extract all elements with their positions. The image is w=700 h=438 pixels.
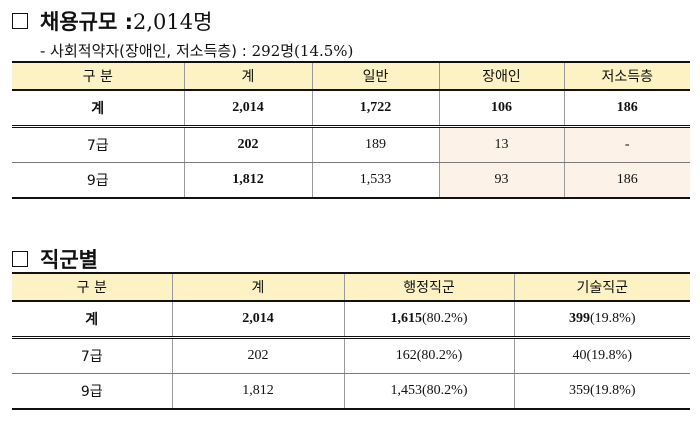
cell-percent: (19.8%) — [590, 383, 636, 398]
cell-administrative: 162(80.2%) — [343, 337, 515, 374]
cell-disabled: 106 — [438, 90, 565, 128]
cell-number: 1,615 — [390, 311, 423, 326]
header-total: 계 — [171, 272, 345, 302]
cell-total: 2,014 — [171, 301, 345, 339]
table-row: 계 2,014 1,722 106 186 — [12, 90, 690, 128]
cell-number: 162 — [395, 348, 417, 363]
table-row: 7급 202 162(80.2%) 40(19.8%) — [12, 337, 690, 374]
section-heading-hiring-scale: 채용규모 : 2,014명 — [12, 6, 212, 36]
cell-total: 2,014 — [183, 90, 313, 128]
table-row: 7급 202 189 13 - — [12, 126, 690, 163]
header-technical: 기술직군 — [513, 272, 690, 302]
row-label: 9급 — [12, 162, 185, 199]
row-label: 계 — [12, 301, 173, 339]
section-title: 채용규모 : — [40, 10, 133, 34]
cell-administrative: 1,453(80.2%) — [343, 373, 515, 410]
cell-low-income: - — [563, 126, 690, 163]
cell-disabled: 93 — [438, 162, 565, 199]
cell-percent: (80.2%) — [422, 383, 468, 398]
table-row: 9급 1,812 1,453(80.2%) 359(19.8%) — [12, 373, 690, 410]
cell-number: 1,812 — [242, 383, 274, 398]
job-group-table: 구 분 계 행정직군 기술직군 계 2,014 1,615(80.2%) 399… — [12, 272, 690, 410]
cell-low-income: 186 — [563, 90, 690, 128]
cell-disabled: 13 — [438, 126, 565, 163]
header-general: 일반 — [311, 61, 440, 91]
cell-total: 1,812 — [183, 162, 313, 199]
cell-general: 189 — [311, 126, 440, 163]
table-header-row: 구 분 계 일반 장애인 저소득층 — [12, 61, 690, 91]
cell-number: 399 — [569, 311, 590, 326]
cell-low-income: 186 — [563, 162, 690, 199]
checkbox-square-icon — [12, 13, 28, 29]
table-row: 계 2,014 1,615(80.2%) 399(19.8%) — [12, 301, 690, 339]
cell-technical: 399(19.8%) — [513, 301, 690, 339]
cell-total: 202 — [183, 126, 313, 163]
header-category: 구 분 — [12, 61, 185, 91]
cell-technical: 40(19.8%) — [513, 337, 690, 374]
cell-number: 40 — [572, 348, 587, 363]
header-administrative: 행정직군 — [343, 272, 515, 302]
checkbox-square-icon — [12, 251, 28, 267]
row-label: 7급 — [12, 337, 173, 374]
cell-general: 1,533 — [311, 162, 440, 199]
note-value: 292명(14.5%) — [251, 42, 354, 60]
row-label: 7급 — [12, 126, 185, 163]
header-low-income: 저소득층 — [563, 61, 690, 91]
cell-general: 1,722 — [311, 90, 440, 128]
cell-number: 2,014 — [242, 311, 274, 326]
row-label: 9급 — [12, 373, 173, 410]
cell-percent: (80.2%) — [416, 348, 463, 363]
header-category: 구 분 — [12, 272, 173, 302]
hiring-scale-table: 구 분 계 일반 장애인 저소득층 계 2,014 1,722 106 186 … — [12, 61, 690, 199]
cell-number: 1,453 — [390, 383, 423, 398]
cell-technical: 359(19.8%) — [513, 373, 690, 410]
header-total: 계 — [183, 61, 313, 91]
cell-number: 359 — [569, 383, 590, 398]
cell-total: 1,812 — [171, 373, 345, 410]
cell-percent: (19.8%) — [590, 311, 636, 326]
cell-administrative: 1,615(80.2%) — [343, 301, 515, 339]
table-row: 9급 1,812 1,533 93 186 — [12, 162, 690, 199]
section-title: 직군별 — [40, 248, 98, 272]
cell-percent: (80.2%) — [422, 311, 468, 326]
section-title-number: 2,014명 — [133, 10, 213, 34]
row-label: 계 — [12, 90, 185, 128]
cell-total: 202 — [171, 337, 345, 374]
cell-percent: (19.8%) — [586, 348, 633, 363]
header-disabled: 장애인 — [438, 61, 565, 91]
note-prefix: - 사회적약자(장애인, 저소득층) : — [40, 42, 252, 60]
section-note: - 사회적약자(장애인, 저소득층) : 292명(14.5%) — [40, 40, 353, 61]
cell-number: 202 — [247, 348, 269, 363]
section-heading-job-group: 직군별 — [12, 244, 98, 274]
table-header-row: 구 분 계 행정직군 기술직군 — [12, 272, 690, 302]
